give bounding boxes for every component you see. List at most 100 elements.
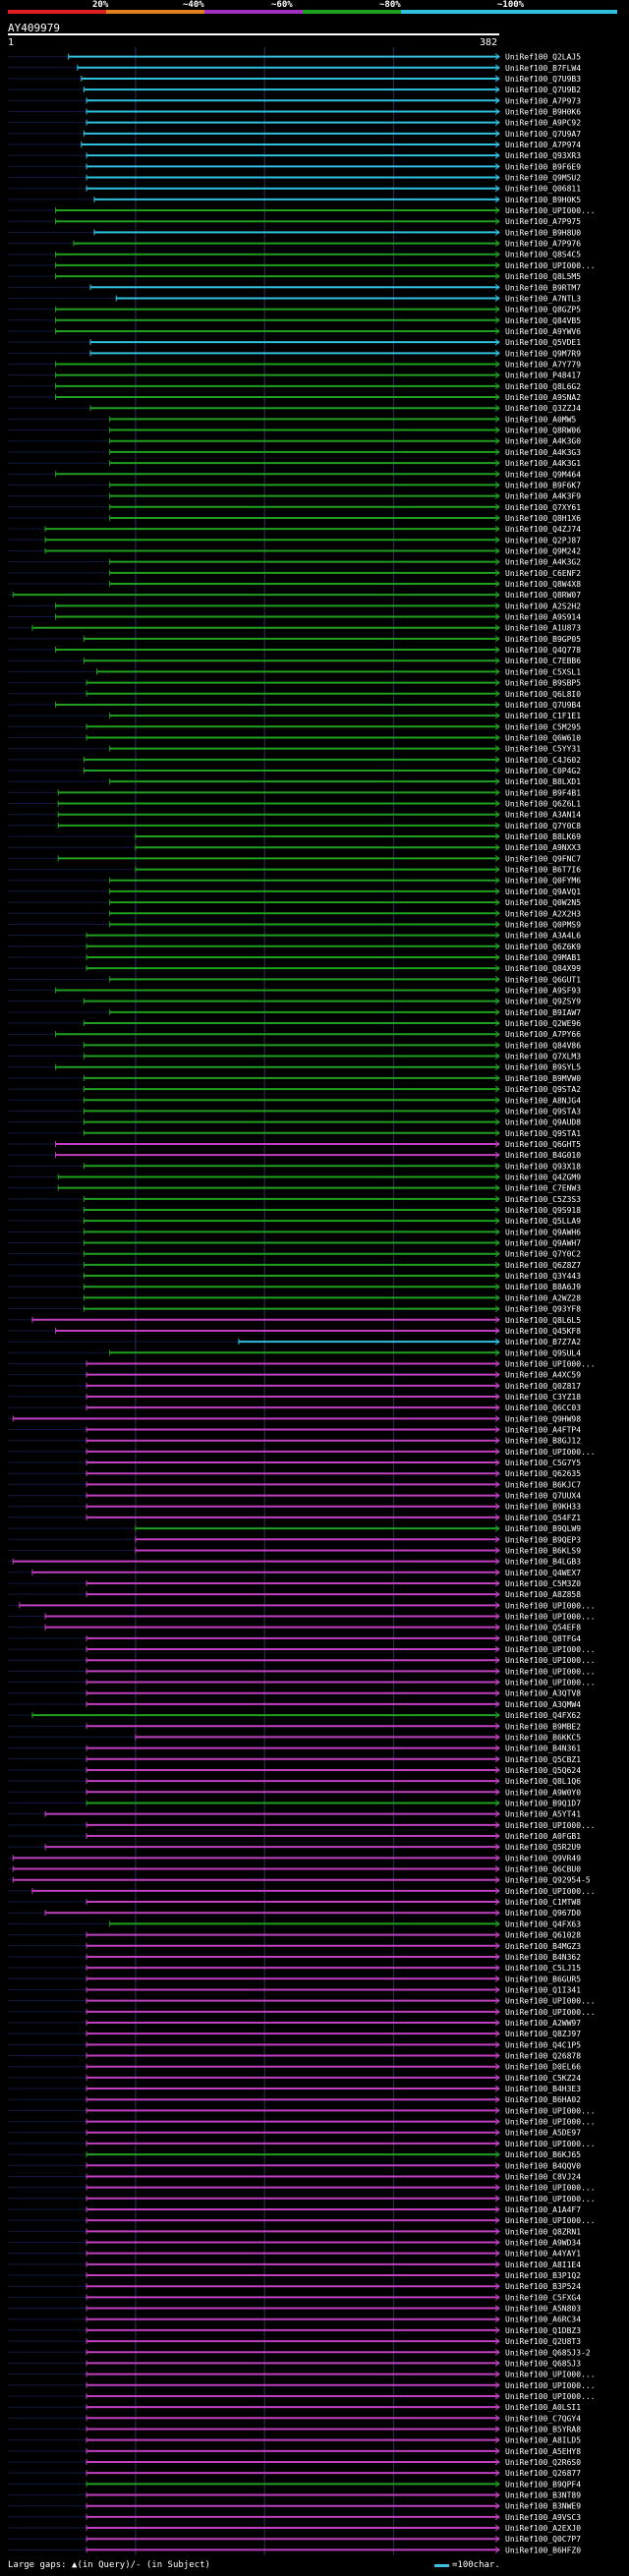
hit-id-label[interactable]: UniRef100_A9SF93 (505, 987, 581, 996)
hit-id-label[interactable]: UniRef100_A3A4L6 (505, 932, 581, 941)
hit-row[interactable]: UniRef100_Q62635 (8, 1469, 581, 1478)
hit-id-label[interactable]: UniRef100_B4MGZ3 (505, 1942, 581, 1951)
hit-row[interactable]: UniRef100_C5LJ15 (8, 1964, 581, 1973)
hit-id-label[interactable]: UniRef100_C1F1E1 (505, 712, 581, 720)
hit-row[interactable]: UniRef100_B6GUR5 (8, 1975, 581, 1983)
hit-id-label[interactable]: UniRef100_Q6Z6K9 (505, 943, 581, 951)
hit-id-label[interactable]: UniRef100_Q6CBU0 (505, 1865, 581, 1874)
hit-row[interactable]: UniRef100_UPI000... (8, 206, 596, 215)
hit-row[interactable]: UniRef100_B7Z7A2 (8, 1338, 581, 1346)
hit-id-label[interactable]: UniRef100_B3P1Q2 (505, 2271, 581, 2280)
hit-row[interactable]: UniRef100_C5M3Z0 (8, 1579, 581, 1588)
hit-id-label[interactable]: UniRef100_Q84V86 (505, 1041, 581, 1050)
hit-id-label[interactable]: UniRef100_UPI000... (505, 2195, 596, 2204)
hit-id-label[interactable]: UniRef100_A4K3G0 (505, 437, 581, 446)
hit-row[interactable]: UniRef100_A4K3F9 (8, 492, 581, 501)
hit-row[interactable]: UniRef100_Q6Z6L1 (8, 800, 581, 809)
hit-row[interactable]: UniRef100_Q9M242 (8, 546, 581, 555)
hit-id-label[interactable]: UniRef100_B3P524 (505, 2282, 581, 2291)
hit-row[interactable]: UniRef100_A6RC34 (8, 2316, 581, 2324)
hit-id-label[interactable]: UniRef100_A9NXX3 (505, 843, 581, 852)
hit-row[interactable]: UniRef100_B3NT89 (8, 2491, 581, 2500)
hit-row[interactable]: UniRef100_B3P1Q2 (8, 2271, 581, 2280)
hit-id-label[interactable]: UniRef100_A9YWV6 (505, 327, 581, 336)
hit-row[interactable]: UniRef100_Q84V86 (8, 1041, 581, 1050)
hit-id-label[interactable]: UniRef100_Q8ZJ97 (505, 2030, 581, 2038)
hit-id-label[interactable]: UniRef100_Q8L6L5 (505, 1316, 581, 1325)
hit-id-label[interactable]: UniRef100_A7Y779 (505, 361, 581, 370)
hit-id-label[interactable]: UniRef100_B6KJC7 (505, 1480, 581, 1489)
hit-id-label[interactable]: UniRef100_C5M295 (505, 722, 581, 731)
hit-row[interactable]: UniRef100_Q9ZSY9 (8, 998, 581, 1006)
hit-row[interactable]: UniRef100_C5YY31 (8, 745, 581, 754)
hit-row[interactable]: UniRef100_UPI000... (8, 1448, 596, 1457)
hit-id-label[interactable]: UniRef100_B8A6J9 (505, 1283, 581, 1291)
hit-id-label[interactable]: UniRef100_Q9FNC7 (505, 854, 581, 863)
hit-id-label[interactable]: UniRef100_C1MTW8 (505, 1898, 581, 1907)
hit-row[interactable]: UniRef100_Q7U9B3 (8, 75, 581, 84)
hit-id-label[interactable]: UniRef100_Q5LLA9 (505, 1217, 581, 1226)
hit-id-label[interactable]: UniRef100_C5KZ24 (505, 2074, 581, 2083)
hit-id-label[interactable]: UniRef100_Q685J3-2 (505, 2348, 591, 2357)
hit-row[interactable]: UniRef100_Q6Z8Z7 (8, 1261, 581, 1270)
hit-row[interactable]: UniRef100_Q54FZ1 (8, 1514, 581, 1522)
hit-row[interactable]: UniRef100_Q9AUD8 (8, 1118, 581, 1127)
hit-id-label[interactable]: UniRef100_Q9MAB1 (505, 953, 581, 962)
hit-id-label[interactable]: UniRef100_Q9M5U2 (505, 174, 581, 183)
hit-id-label[interactable]: UniRef100_UPI000... (505, 1359, 596, 1368)
hit-id-label[interactable]: UniRef100_Q9AWH6 (505, 1228, 581, 1236)
hit-row[interactable]: UniRef100_A7P976 (8, 240, 581, 249)
hit-id-label[interactable]: UniRef100_A2WW97 (505, 2019, 581, 2028)
hit-id-label[interactable]: UniRef100_Q1DBZ3 (505, 2326, 581, 2335)
hit-row[interactable]: UniRef100_B9SBP5 (8, 679, 581, 688)
hit-row[interactable]: UniRef100_A5DE97 (8, 2129, 581, 2138)
hit-row[interactable]: UniRef100_A9S914 (8, 613, 581, 622)
hit-row[interactable]: UniRef100_B9H0K6 (8, 107, 581, 116)
hit-id-label[interactable]: UniRef100_A8Z858 (505, 1590, 581, 1599)
hit-id-label[interactable]: UniRef100_B9QPF4 (505, 2480, 581, 2489)
hit-row[interactable]: UniRef100_Q8GZP5 (8, 306, 581, 315)
hit-id-label[interactable]: UniRef100_A7P976 (505, 240, 581, 249)
hit-id-label[interactable]: UniRef100_Q54EF8 (505, 1624, 581, 1632)
hit-row[interactable]: UniRef100_B9QEP3 (8, 1535, 581, 1544)
hit-row[interactable]: UniRef100_C5KZ24 (8, 2074, 581, 2083)
hit-id-label[interactable]: UniRef100_A0FGB1 (505, 1832, 581, 1841)
hit-row[interactable]: UniRef100_Q8L6L5 (8, 1316, 581, 1325)
hit-row[interactable]: UniRef100_B9H0K5 (8, 196, 581, 204)
hit-row[interactable]: UniRef100_Q4Q778 (8, 646, 581, 655)
hit-row[interactable]: UniRef100_Q4FX62 (8, 1711, 581, 1720)
hit-id-label[interactable]: UniRef100_Q9STA1 (505, 1129, 581, 1138)
hit-row[interactable]: UniRef100_Q7U9A7 (8, 130, 581, 139)
hit-row[interactable]: UniRef100_UPI000... (8, 1997, 596, 2006)
hit-id-label[interactable]: UniRef100_UPI000... (505, 2371, 596, 2379)
hit-row[interactable]: UniRef100_A4K3G3 (8, 448, 581, 457)
hit-id-label[interactable]: UniRef100_Q4ZGM9 (505, 1173, 581, 1181)
hit-id-label[interactable]: UniRef100_UPI000... (505, 1448, 596, 1457)
hit-row[interactable]: UniRef100_Q7UUX4 (8, 1492, 581, 1501)
hit-id-label[interactable]: UniRef100_B9KH33 (505, 1503, 581, 1512)
hit-id-label[interactable]: UniRef100_UPI000... (505, 1679, 596, 1688)
hit-id-label[interactable]: UniRef100_B4LGB3 (505, 1558, 581, 1567)
hit-id-label[interactable]: UniRef100_Q685J3 (505, 2359, 581, 2368)
hit-row[interactable]: UniRef100_Q9SUL4 (8, 1348, 581, 1357)
hit-id-label[interactable]: UniRef100_A4K3F9 (505, 492, 581, 501)
hit-id-label[interactable]: UniRef100_A2X2H3 (505, 909, 581, 918)
hit-id-label[interactable]: UniRef100_UPI000... (505, 1601, 596, 1610)
hit-row[interactable]: UniRef100_B6KJ65 (8, 2150, 581, 2159)
hit-id-label[interactable]: UniRef100_A7NTL3 (505, 294, 581, 303)
hit-row[interactable]: UniRef100_B9MVW0 (8, 1074, 581, 1083)
hit-id-label[interactable]: UniRef100_A4YAY1 (505, 2250, 581, 2259)
hit-row[interactable]: UniRef100_Q8ZJ97 (8, 2030, 581, 2038)
hit-row[interactable]: UniRef100_C6ENF2 (8, 569, 581, 578)
hit-id-label[interactable]: UniRef100_B9H8U0 (505, 228, 581, 237)
hit-row[interactable]: UniRef100_A5N803 (8, 2305, 581, 2314)
hit-id-label[interactable]: UniRef100_A4K3G3 (505, 448, 581, 457)
hit-id-label[interactable]: UniRef100_B9GP05 (505, 635, 581, 644)
hit-row[interactable]: UniRef100_A8ILD5 (8, 2436, 581, 2445)
hit-row[interactable]: UniRef100_Q8L6G2 (8, 382, 581, 391)
hit-id-label[interactable]: UniRef100_B9QEP3 (505, 1535, 581, 1544)
hit-id-label[interactable]: UniRef100_A3QTV8 (505, 1689, 581, 1698)
hit-id-label[interactable]: UniRef100_Q6CC03 (505, 1403, 581, 1412)
hit-row[interactable]: UniRef100_Q6GHT5 (8, 1140, 581, 1149)
hit-row[interactable]: UniRef100_B3P524 (8, 2282, 581, 2291)
